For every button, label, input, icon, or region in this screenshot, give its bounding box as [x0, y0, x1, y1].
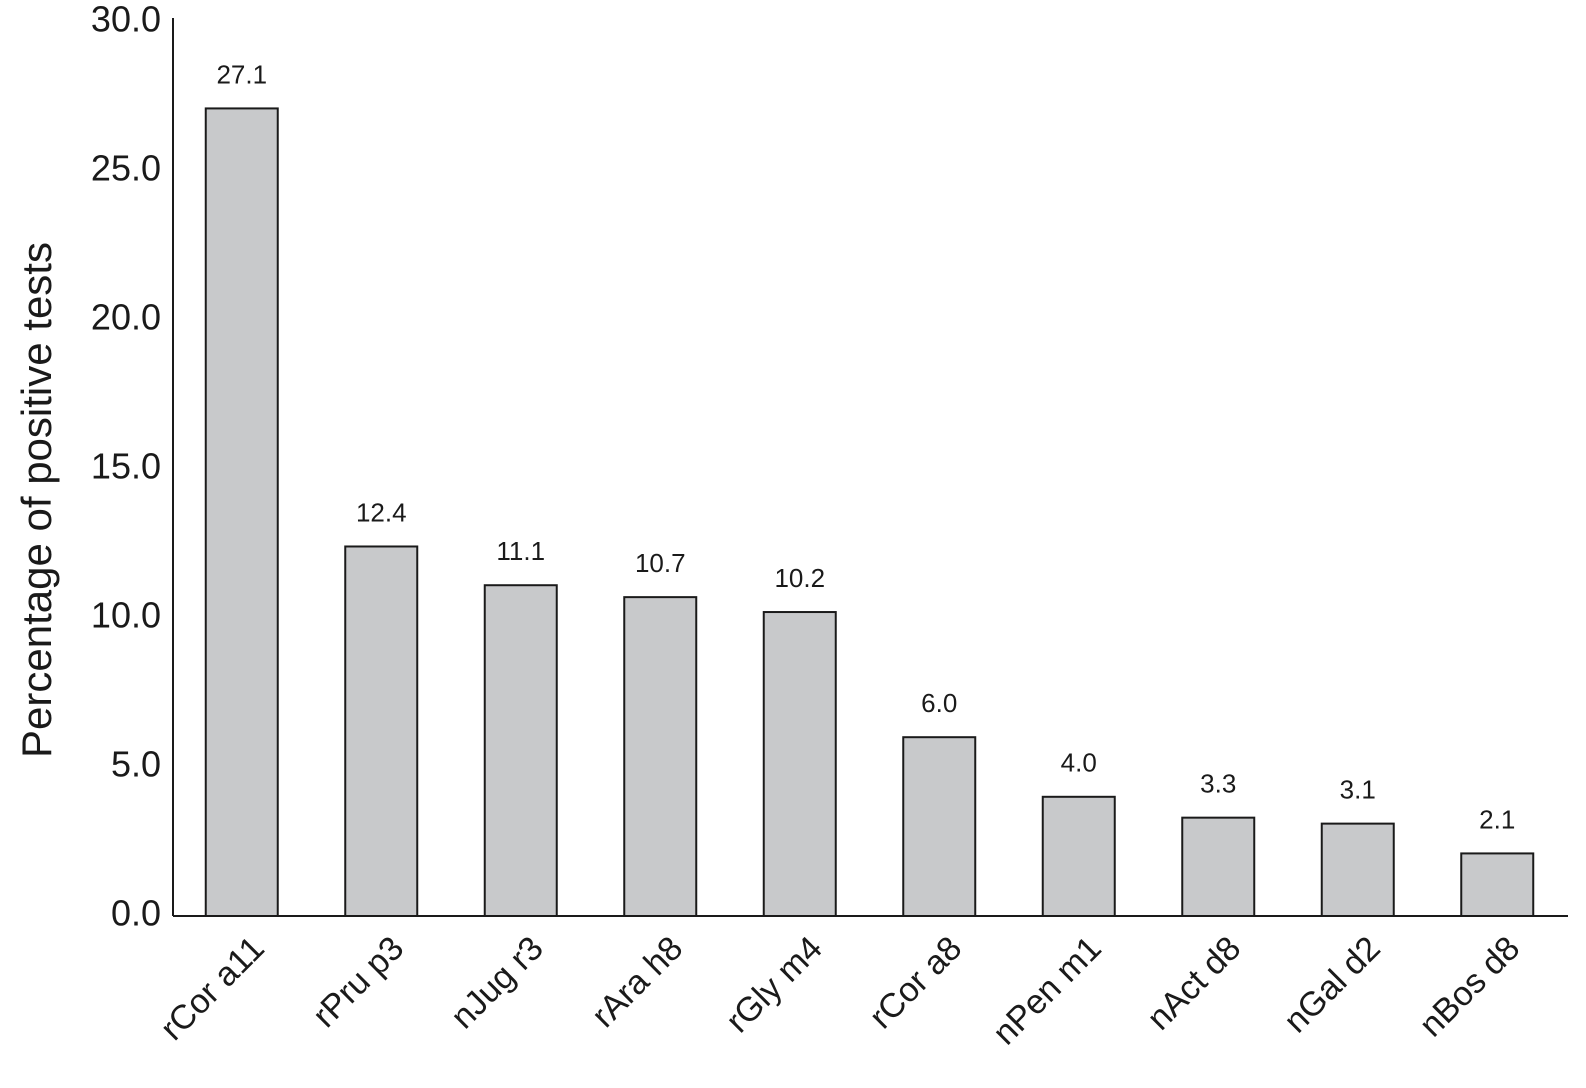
value-label: 27.1 [216, 59, 267, 89]
bar [902, 736, 977, 918]
y-tick-label: 0.0 [111, 893, 161, 934]
y-tick-label: 25.0 [91, 148, 161, 189]
value-label: 2.1 [1479, 804, 1515, 834]
value-label: 10.7 [635, 548, 686, 578]
bar [344, 545, 419, 917]
x-tick-label: nBos d8 [1412, 929, 1527, 1044]
x-tick-label: rAra h8 [585, 929, 691, 1035]
x-tick-label: nAct d8 [1140, 929, 1248, 1037]
x-tick-label: rCor a11 [153, 929, 272, 1048]
value-label: 3.3 [1200, 769, 1236, 799]
value-label: 11.1 [496, 536, 545, 566]
bar [483, 584, 558, 917]
x-tick-label: nPen m1 [986, 929, 1109, 1052]
y-tick-label: 10.0 [91, 595, 161, 636]
x-tick-label: rGly m4 [719, 929, 830, 1040]
y-tick-label: 15.0 [91, 446, 161, 487]
y-tick-label: 30.0 [91, 0, 161, 40]
bar [1320, 822, 1395, 917]
bar [1181, 816, 1256, 917]
bar [204, 107, 279, 918]
value-label: 12.4 [356, 497, 407, 527]
bar [762, 611, 837, 917]
value-label: 4.0 [1061, 748, 1097, 778]
x-tick-label: nGal d2 [1277, 929, 1388, 1040]
value-label: 6.0 [921, 688, 957, 718]
x-tick-label: nJug r3 [444, 929, 551, 1036]
x-tick-label: rCor a8 [862, 929, 969, 1036]
bar [1460, 852, 1535, 917]
y-axis-title: Percentage of positive tests [13, 242, 60, 758]
value-label: 10.2 [774, 563, 825, 593]
y-tick-label: 20.0 [91, 297, 161, 338]
x-tick-label: rPru p3 [306, 929, 412, 1035]
bar [1041, 795, 1116, 917]
bar [623, 596, 698, 917]
y-tick-label: 5.0 [111, 744, 161, 785]
value-label: 3.1 [1340, 774, 1376, 804]
